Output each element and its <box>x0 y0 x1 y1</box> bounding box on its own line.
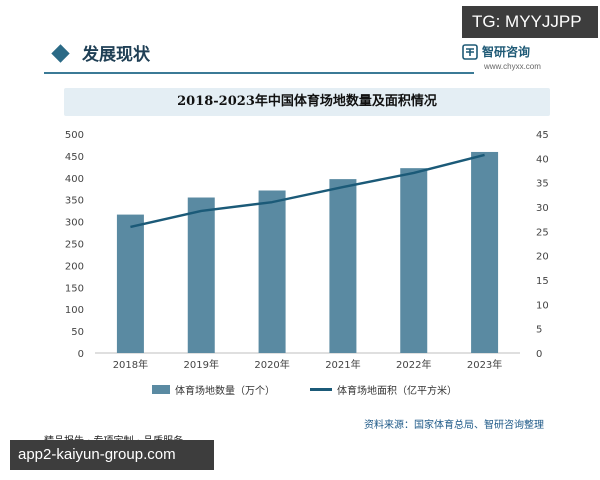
y-right-tick-label: 10 <box>536 300 549 311</box>
y-right-tick-label: 25 <box>536 227 549 238</box>
header-divider <box>44 72 474 74</box>
y-left-tick-label: 400 <box>65 174 84 185</box>
source-note: 资料来源：国家体育总局、智研咨询整理 <box>364 420 544 431</box>
x-tick-label: 2021年 <box>325 358 360 371</box>
y-left-tick-label: 450 <box>65 152 84 163</box>
combo-chart: 0 50 100 150 200 250 300 350 400 450 500 0 5 10 15 20 25… <box>65 130 549 371</box>
bottom-url-overlay: app2-kaiyun-group.com <box>10 440 214 470</box>
legend-label-bar: 体育场地数量（万个） <box>175 386 275 397</box>
y-left-tick-label: 150 <box>65 283 84 294</box>
y-right-tick-label: 35 <box>536 179 549 190</box>
y-right-tick-label: 15 <box>536 276 549 287</box>
y-right-tick-label: 0 <box>536 349 542 360</box>
y-left-tick-label: 500 <box>65 130 84 141</box>
brand-name: 智研咨询 <box>482 45 531 59</box>
section-title: 发展现状 <box>82 45 150 65</box>
y-right-tick-label: 20 <box>536 252 549 263</box>
x-tick-label: 2019年 <box>184 358 219 371</box>
y-right-tick-label: 45 <box>536 130 549 141</box>
y-left-tick-label: 100 <box>65 305 84 316</box>
brand-logo-icon <box>462 44 478 60</box>
y-left-tick-label: 250 <box>65 240 84 251</box>
legend-swatch-line <box>310 388 332 391</box>
x-tick-label: 2022年 <box>396 358 431 371</box>
x-tick-label: 2020年 <box>254 358 289 371</box>
legend-label-line: 体育场地面积（亿平方米） <box>337 386 457 397</box>
brand-url: www.chyxx.com <box>484 62 541 71</box>
bar-6 <box>471 151 499 353</box>
chart-title: 2018-2023年中国体育场地数量及面积情况 <box>177 94 437 109</box>
y-right-tick-label: 5 <box>536 325 542 336</box>
y-left-tick-label: 200 <box>65 261 84 272</box>
x-tick-label: 2018年 <box>113 358 148 371</box>
y-right-tick-label: 40 <box>536 154 549 165</box>
y-left-tick-label: 50 <box>71 327 84 338</box>
y-left-tick-label: 300 <box>65 218 84 229</box>
legend-item-line: 体育场地面积（亿平方米） <box>310 382 457 397</box>
legend-swatch-bar <box>152 385 170 394</box>
y-left-tick-label: 350 <box>65 196 84 207</box>
y-right-tick-label: 30 <box>536 203 549 214</box>
bar-3 <box>258 190 286 353</box>
bar-2 <box>187 197 215 353</box>
chart-legend: 体育场地数量（万个） 体育场地面积（亿平方米） <box>0 382 600 402</box>
bar-5 <box>400 168 428 353</box>
diamond-icon <box>51 44 70 63</box>
section-header: 发展现状 智研咨询 www.chyxx.com <box>44 38 554 82</box>
chart-title-box: 2018-2023年中国体育场地数量及面积情况 <box>64 88 550 116</box>
x-tick-label: 2023年 <box>467 358 502 371</box>
tg-tag-overlay: TG: MYYJJPP <box>462 6 598 38</box>
y-left-tick-label: 0 <box>78 349 84 360</box>
area-line-series <box>130 153 485 229</box>
bar-1 <box>116 214 144 353</box>
legend-item-bar: 体育场地数量（万个） <box>152 382 275 397</box>
bar-4 <box>329 179 357 353</box>
